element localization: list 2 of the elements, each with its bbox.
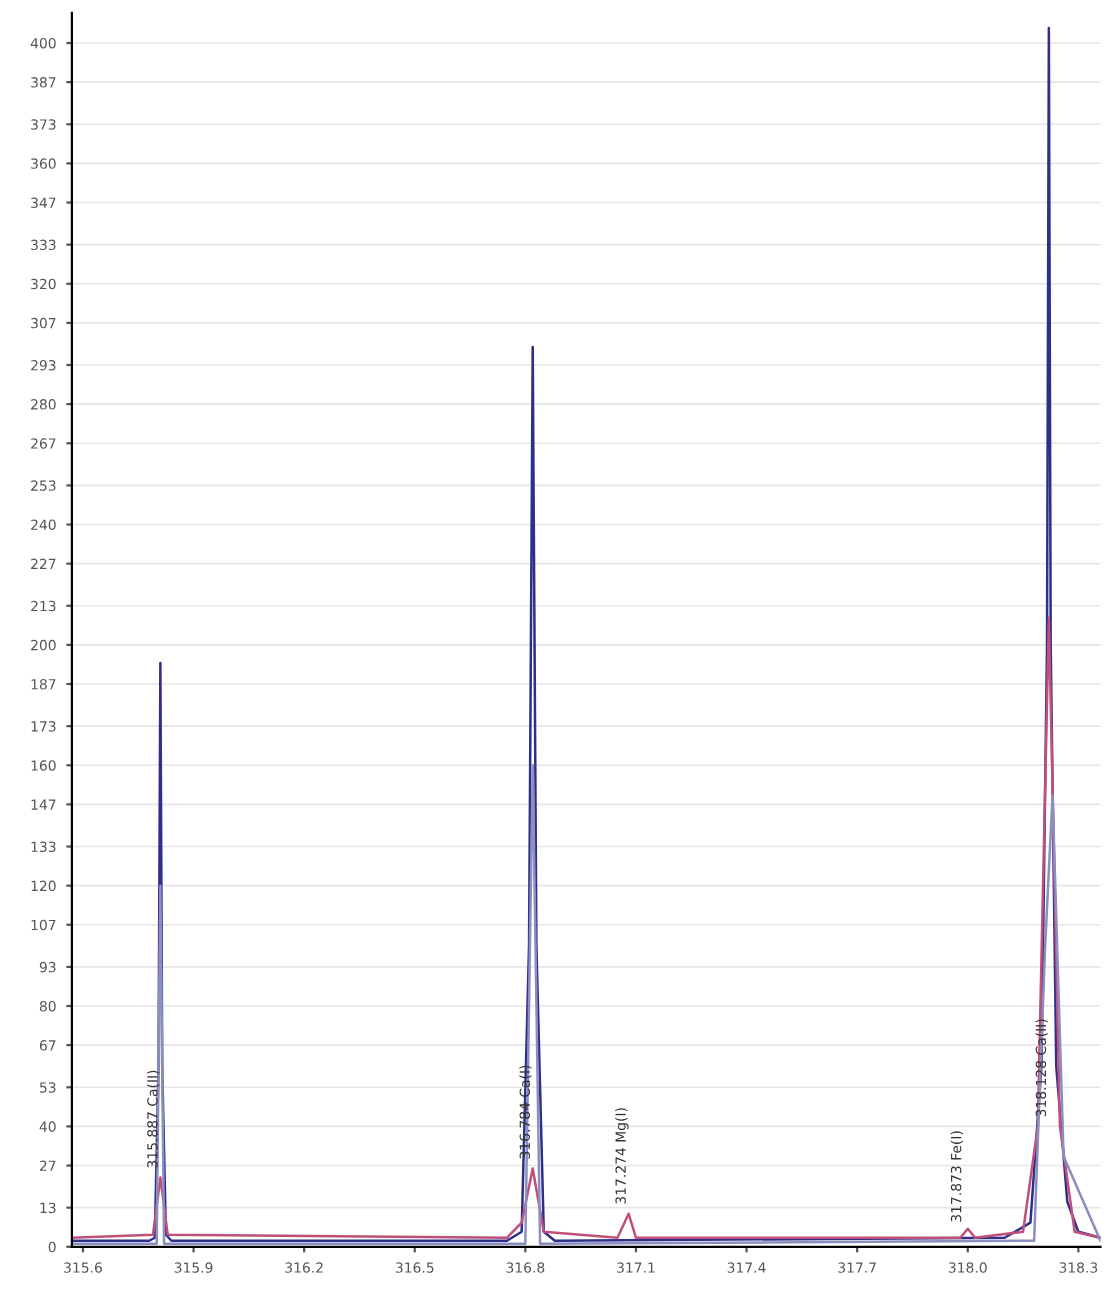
line-series [71,26,1101,1243]
line-series [71,616,1101,1239]
